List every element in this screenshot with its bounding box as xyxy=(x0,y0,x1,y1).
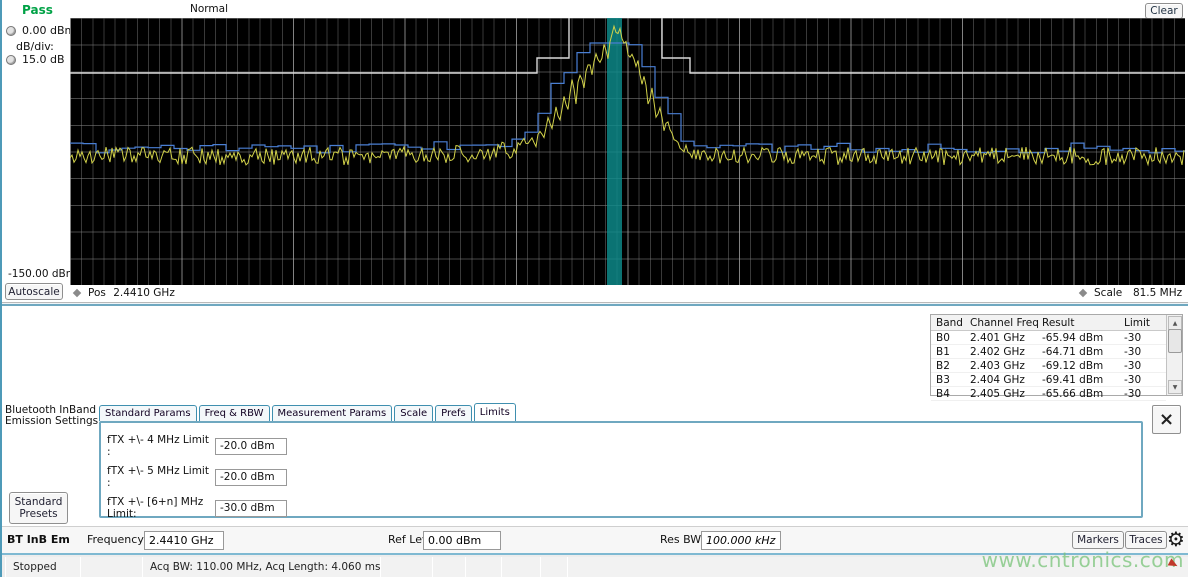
trace-yellow xyxy=(70,24,1185,167)
position-control[interactable]: Pos 2.4410 GHz xyxy=(72,287,175,299)
limit-5mhz-label: fTX +\- 5 MHz Limit : xyxy=(107,465,209,489)
trace-mode-label: Normal xyxy=(190,3,228,15)
scroll-down-icon[interactable]: ▼ xyxy=(1168,380,1182,394)
limit-mask-line xyxy=(70,18,1185,74)
db-div-value: 15.0 dB xyxy=(22,53,65,66)
tab-measurement-params[interactable]: Measurement Params xyxy=(271,405,393,421)
traces-button[interactable]: Traces xyxy=(1125,531,1167,549)
scale-control[interactable]: Scale 81.5 MHz xyxy=(1078,287,1183,299)
clear-button[interactable]: Clear xyxy=(1145,3,1183,19)
limit-field-row: fTX +\- 5 MHz Limit : xyxy=(107,465,287,489)
table-row[interactable]: B4 2.405 GHz -65.66 dBm -30 xyxy=(931,387,1166,401)
table-row[interactable]: B3 2.404 GHz -69.41 dBm -30 xyxy=(931,373,1166,387)
db-div-control[interactable]: 15.0 dB xyxy=(6,53,65,66)
col-limit: Limit xyxy=(1124,316,1151,329)
col-channel-freq: Channel Freq xyxy=(970,316,1039,329)
channel-marker-bar[interactable] xyxy=(607,18,622,285)
bottom-level-label: -150.00 dBm xyxy=(8,268,76,280)
section-divider xyxy=(2,302,1188,306)
table-row[interactable]: B0 2.401 GHz -65.94 dBm -30 xyxy=(931,331,1166,345)
tab-limits[interactable]: Limits xyxy=(473,403,516,421)
markers-button[interactable]: Markers xyxy=(1072,531,1124,549)
settings-tabs: Standard Params Freq & RBW Measurement P… xyxy=(99,403,516,421)
tab-freq-rbw[interactable]: Freq & RBW xyxy=(198,405,270,421)
tab-scale[interactable]: Scale xyxy=(394,405,434,421)
table-row[interactable]: B2 2.403 GHz -69.12 dBm -30 xyxy=(931,359,1166,373)
pass-status-badge: Pass xyxy=(22,3,53,17)
res-bw-label: Res BW xyxy=(660,533,702,546)
ref-lev-input[interactable] xyxy=(423,531,501,550)
knob-icon[interactable] xyxy=(6,25,16,36)
watermark-text: www.cntronics.com xyxy=(981,548,1184,572)
pos-label: Pos xyxy=(88,287,106,299)
limit-field-row: fTX +\- [6+n] MHz Limit: xyxy=(107,496,287,520)
tab-prefs[interactable]: Prefs xyxy=(435,405,472,421)
status-cell: Acq BW: 110.00 MHz, Acq Length: 4.060 ms xyxy=(142,557,389,577)
measurement-mode-label: BT InB Em xyxy=(7,533,70,546)
gear-icon[interactable]: ⚙ xyxy=(1167,527,1185,551)
res-bw-input[interactable] xyxy=(701,531,781,550)
status-cell: Stopped xyxy=(5,557,89,577)
ref-lev-label: Ref Lev xyxy=(388,533,429,546)
status-cell xyxy=(80,557,151,577)
close-icon[interactable]: × xyxy=(1152,405,1181,434)
limit-field-row: fTX +\- 4 MHz Limit : xyxy=(107,434,287,458)
knob-icon[interactable] xyxy=(6,54,16,65)
frequency-label: Frequency xyxy=(87,533,144,546)
spectrum-traces xyxy=(70,18,1185,285)
ref-level-value: 0.00 dBm xyxy=(22,24,76,37)
col-result: Result xyxy=(1042,316,1075,329)
status-cell xyxy=(567,557,1188,577)
limit-4mhz-input[interactable] xyxy=(215,437,287,455)
autoscale-button[interactable]: Autoscale xyxy=(5,283,63,300)
limit-4mhz-label: fTX +\- 4 MHz Limit : xyxy=(107,434,209,458)
spectrum-plot[interactable] xyxy=(70,18,1185,285)
standard-presets-button[interactable]: Standard Presets xyxy=(9,492,68,524)
trace-blue xyxy=(70,42,1185,154)
results-table-header: Band Channel Freq Result Limit xyxy=(931,315,1166,331)
table-scrollbar[interactable]: ▲ ▼ xyxy=(1166,315,1182,395)
limit-5mhz-input[interactable] xyxy=(215,468,287,486)
col-band: Band xyxy=(936,316,963,329)
tab-standard-params[interactable]: Standard Params xyxy=(99,405,197,421)
db-div-label: dB/div: xyxy=(16,40,54,53)
scale-label: Scale xyxy=(1094,287,1123,299)
limit-6n-mhz-input[interactable] xyxy=(215,499,287,517)
pos-value: 2.4410 GHz xyxy=(113,287,175,299)
ref-level-control[interactable]: 0.00 dBm xyxy=(6,24,75,37)
table-row[interactable]: B1 2.402 GHz -64.71 dBm -30 xyxy=(931,345,1166,359)
pos-marker-icon[interactable] xyxy=(72,288,82,298)
scale-value: 81.5 MHz xyxy=(1132,287,1183,299)
status-bar: Stopped Acq BW: 110.00 MHz, Acq Length: … xyxy=(2,553,1188,577)
settings-panel-title: Bluetooth InBand Emission Settings xyxy=(5,404,99,427)
scale-marker-icon[interactable] xyxy=(1078,288,1088,298)
scroll-up-icon[interactable]: ▲ xyxy=(1168,316,1182,330)
results-table: Band Channel Freq Result Limit B0 2.401 … xyxy=(930,314,1183,401)
limit-6n-mhz-label: fTX +\- [6+n] MHz Limit: xyxy=(107,496,204,520)
scrollbar-thumb[interactable] xyxy=(1168,329,1182,353)
frequency-input[interactable] xyxy=(144,531,224,550)
